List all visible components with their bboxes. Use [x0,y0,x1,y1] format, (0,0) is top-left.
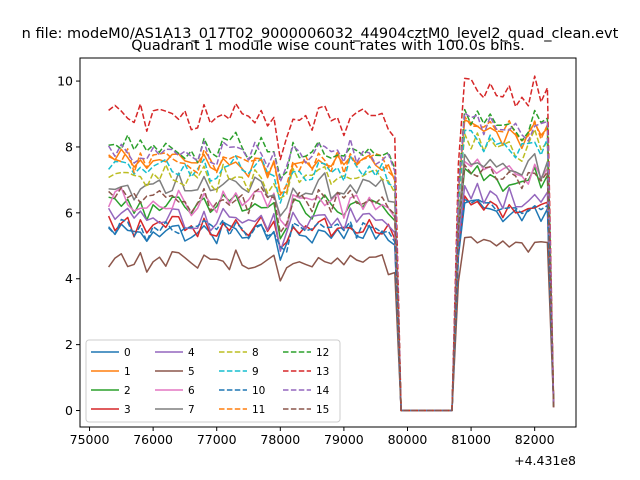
series-line-10 [108,198,555,412]
series-line-5 [107,236,555,412]
axes-frame [79,57,577,428]
x-axis-offset-label: +4.431e8 [514,453,576,468]
legend-label-13: 13 [316,366,329,378]
legend-label-5: 5 [188,366,195,378]
series-line-8 [108,128,555,412]
legend-label-4: 4 [188,347,195,359]
x-tick-label: 77000 [197,432,237,447]
series-line-2 [108,165,555,412]
series-line-14 [107,112,555,412]
y-tick-label: 8 [65,139,73,154]
x-axis: 75000 76000 77000 78000 79000 80000 81000 82000 [70,427,555,447]
series-line-6 [107,158,555,412]
x-tick-label: 76000 [133,432,173,447]
legend-label-7: 7 [188,404,195,416]
x-tick-label: 79000 [324,432,364,447]
legend-label-9: 9 [252,366,259,378]
legend-label-8: 8 [252,347,259,359]
x-tick-label: 78000 [260,432,300,447]
x-tick-label: 81000 [451,432,491,447]
legend-label-0: 0 [124,347,131,359]
legend-label-12: 12 [316,347,329,359]
legend-label-6: 6 [188,385,195,397]
series-line-11 [108,115,555,412]
legend-label-3: 3 [124,404,131,416]
y-tick-label: 6 [65,205,73,220]
y-tick-label: 2 [65,337,73,352]
series-line-1 [108,119,555,412]
chart-title: Quadrant 1 module wise count rates with … [131,38,525,54]
legend-label-15: 15 [316,404,329,416]
y-tick-label: 4 [65,271,73,286]
legend-label-11: 11 [252,404,265,416]
series-line-0 [108,199,555,412]
series-line-12 [108,108,555,412]
figure-suptitle: n file: modeM0/AS1A13_017T02_9000006032_… [22,26,619,42]
legend-box [85,339,341,423]
series-line-4 [107,182,555,412]
legend-label-2: 2 [124,385,131,397]
series-line-3 [107,195,555,412]
y-tick-label: 0 [65,403,73,418]
legend-label-1: 1 [124,366,131,378]
series-line-13 [108,75,555,412]
legend-label-10: 10 [252,385,265,397]
legend-label-14: 14 [316,385,330,397]
y-tick-label: 10 [57,74,73,89]
x-tick-label: 80000 [388,432,428,447]
plot-lines [107,75,555,412]
x-tick-label: 75000 [70,432,110,447]
y-axis: 0 2 4 6 8 10 [57,74,80,418]
x-tick-label: 82000 [515,432,555,447]
series-line-15 [108,164,555,412]
series-line-9 [108,129,555,412]
